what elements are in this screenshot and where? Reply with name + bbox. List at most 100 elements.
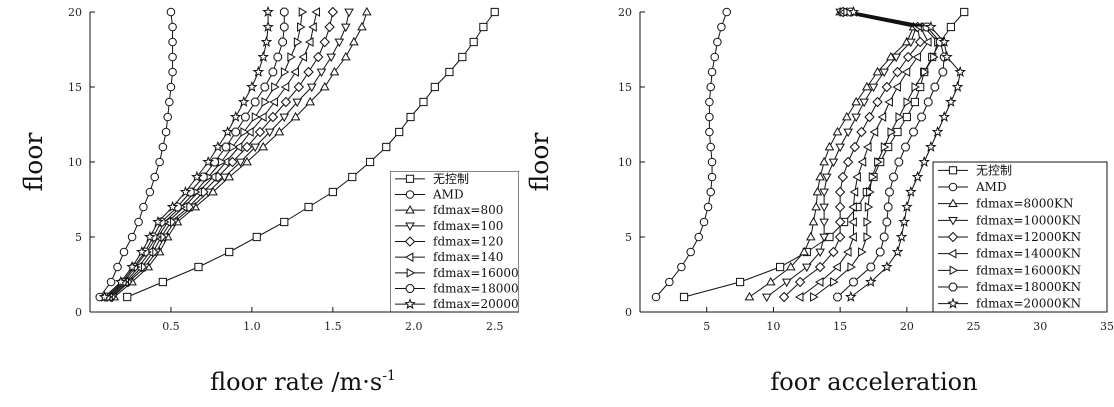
series-3	[744, 6, 919, 301]
data-point	[923, 37, 932, 47]
data-point	[960, 7, 969, 17]
series-line	[107, 11, 303, 298]
data-point	[212, 140, 224, 152]
data-point	[799, 246, 809, 256]
data-point	[830, 277, 839, 287]
data-point	[923, 97, 933, 107]
data-point	[490, 7, 499, 17]
data-point	[814, 277, 824, 287]
data-point	[895, 230, 908, 242]
data-point	[911, 82, 921, 92]
data-point	[841, 111, 852, 121]
data-point	[250, 97, 260, 107]
y-tick-label: 0	[625, 306, 632, 319]
data-point	[145, 187, 155, 197]
data-point	[868, 83, 879, 93]
data-point	[819, 156, 829, 166]
data-point	[828, 246, 839, 258]
data-point	[279, 22, 289, 32]
data-point	[245, 127, 254, 137]
data-point	[794, 276, 806, 288]
data-point	[246, 80, 258, 92]
data-point	[843, 128, 853, 138]
data-point	[812, 186, 823, 196]
data-point	[329, 66, 340, 76]
data-point	[134, 217, 143, 227]
data-point	[707, 157, 717, 167]
data-point	[938, 35, 951, 47]
data-point	[801, 263, 812, 273]
legend-marker	[405, 174, 415, 183]
legend-label: fdmax=14000KN	[976, 247, 1081, 261]
data-point	[707, 67, 717, 77]
data-point	[119, 247, 129, 257]
legend-label: fdmax=16000KN	[976, 263, 1081, 277]
data-point	[848, 217, 857, 227]
data-point	[863, 232, 872, 242]
data-point	[951, 80, 964, 92]
data-point	[194, 262, 203, 272]
data-point	[168, 22, 177, 32]
legend-marker	[949, 265, 959, 276]
data-point	[279, 7, 289, 17]
legend-marker	[405, 222, 415, 231]
data-point	[938, 110, 951, 122]
data-point	[819, 233, 829, 243]
x-tick-label: 25	[967, 320, 981, 333]
data-point	[278, 37, 287, 47]
data-point	[811, 201, 821, 211]
data-point	[229, 142, 238, 152]
series-9	[845, 5, 967, 302]
data-point	[280, 82, 290, 92]
data-point	[917, 112, 926, 122]
data-point	[252, 65, 265, 77]
data-point	[202, 155, 214, 167]
data-point	[717, 22, 726, 32]
data-point	[849, 187, 859, 197]
data-point	[155, 157, 164, 167]
data-point	[357, 21, 367, 31]
data-point	[242, 156, 252, 166]
data-point	[781, 278, 792, 288]
chart-panel-2: 0 5 10 15 20 5 10 15 20 25 30 35 无控制 AMD fdmax=8000KN f…	[525, 5, 1114, 396]
data-point	[832, 262, 841, 272]
data-point	[905, 185, 917, 197]
data-point	[268, 67, 278, 77]
data-point	[909, 127, 918, 137]
data-point	[326, 53, 337, 63]
data-point	[863, 142, 872, 152]
data-point	[864, 202, 874, 212]
data-point	[868, 172, 878, 182]
data-point	[901, 200, 913, 212]
data-point	[881, 260, 893, 272]
y-tick-label: 0	[75, 306, 82, 319]
data-point	[902, 51, 914, 63]
data-point	[851, 96, 861, 106]
data-point	[161, 127, 171, 137]
data-point	[705, 97, 714, 107]
data-point	[293, 37, 303, 47]
data-point	[705, 112, 714, 122]
data-point	[835, 143, 845, 153]
data-point	[881, 81, 893, 93]
data-point	[862, 81, 872, 91]
legend-label: fdmax=100	[433, 219, 503, 233]
data-point	[279, 113, 290, 123]
data-point	[877, 112, 887, 122]
y-tick-label: 10	[618, 156, 632, 169]
data-point	[699, 217, 709, 227]
data-point	[694, 232, 703, 242]
data-point	[898, 215, 910, 227]
data-point	[722, 7, 732, 17]
data-point	[235, 158, 246, 168]
data-point	[150, 172, 160, 182]
data-point	[191, 170, 203, 182]
data-point	[260, 35, 273, 47]
data-point	[874, 157, 883, 167]
data-point	[902, 112, 911, 122]
legend-label: fdmax=20000KN	[976, 297, 1081, 311]
y-tick-label: 5	[75, 231, 82, 244]
legend-marker	[947, 231, 959, 243]
data-point	[828, 158, 839, 168]
